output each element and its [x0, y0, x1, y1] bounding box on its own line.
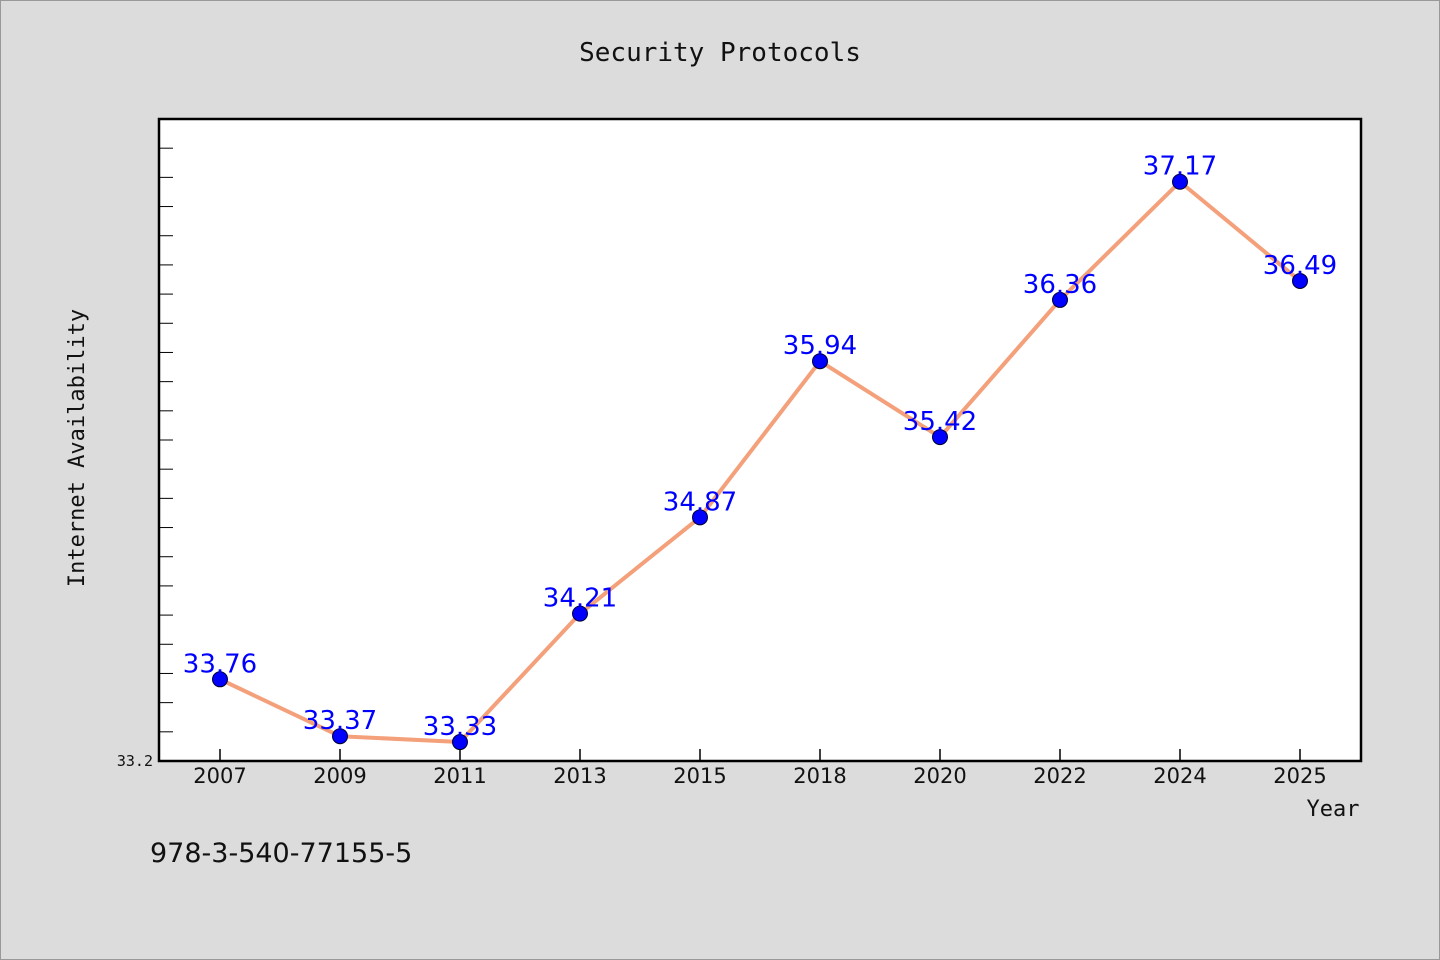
- data-label: 33.33: [423, 712, 497, 742]
- chart-title: Security Protocols: [579, 38, 861, 68]
- x-tick-label: 2009: [313, 764, 366, 788]
- data-label: 33.37: [303, 706, 377, 736]
- data-labels: 33.76 33.37 33.33 34.21 34.87 35.94 35.42 36.36…: [183, 152, 1337, 742]
- data-point: [932, 429, 948, 446]
- data-point: [1172, 173, 1188, 190]
- x-tick-label: 2007: [193, 764, 246, 788]
- data-label: 35.94: [783, 331, 857, 361]
- data-point: [1292, 272, 1308, 289]
- y-tick-label: 33.2: [117, 752, 153, 770]
- data-point: [572, 605, 588, 622]
- y-axis-ticks: 33.2: [117, 147, 173, 770]
- series-line-group: [218, 179, 1302, 745]
- y-axis-label: Internet Availability: [65, 309, 90, 587]
- data-label: 36.49: [1263, 251, 1337, 281]
- data-markers: [212, 173, 1308, 751]
- data-point: [332, 728, 348, 745]
- x-axis-label: Year: [1307, 797, 1360, 822]
- plot-frame: [157, 117, 1363, 763]
- x-tick-label: 2015: [673, 764, 726, 788]
- data-label: 33.76: [183, 649, 257, 679]
- x-tick-label: 2025: [1273, 764, 1326, 788]
- data-label: 35.42: [903, 407, 977, 437]
- data-label: 36.36: [1023, 270, 1097, 300]
- x-tick-label: 2024: [1153, 764, 1206, 788]
- data-point: [212, 671, 228, 688]
- data-label: 34.21: [543, 584, 617, 614]
- footer-identifier: 978-3-540-77155-5: [150, 838, 412, 869]
- x-tick-label: 2020: [913, 764, 966, 788]
- x-axis-ticks: 2007 2009 2011 2013 2015 2018 2020 2022 2024 2025: [193, 749, 1327, 788]
- x-tick-label: 2022: [1033, 764, 1086, 788]
- data-point: [692, 509, 708, 526]
- data-point: [1052, 291, 1068, 308]
- series-line: [218, 179, 1302, 745]
- data-label: 37.17: [1143, 152, 1217, 182]
- x-tick-label: 2013: [553, 764, 606, 788]
- data-point: [812, 353, 828, 370]
- x-tick-label: 2011: [433, 764, 486, 788]
- x-tick-label: 2018: [793, 764, 846, 788]
- data-label: 34.87: [663, 487, 737, 517]
